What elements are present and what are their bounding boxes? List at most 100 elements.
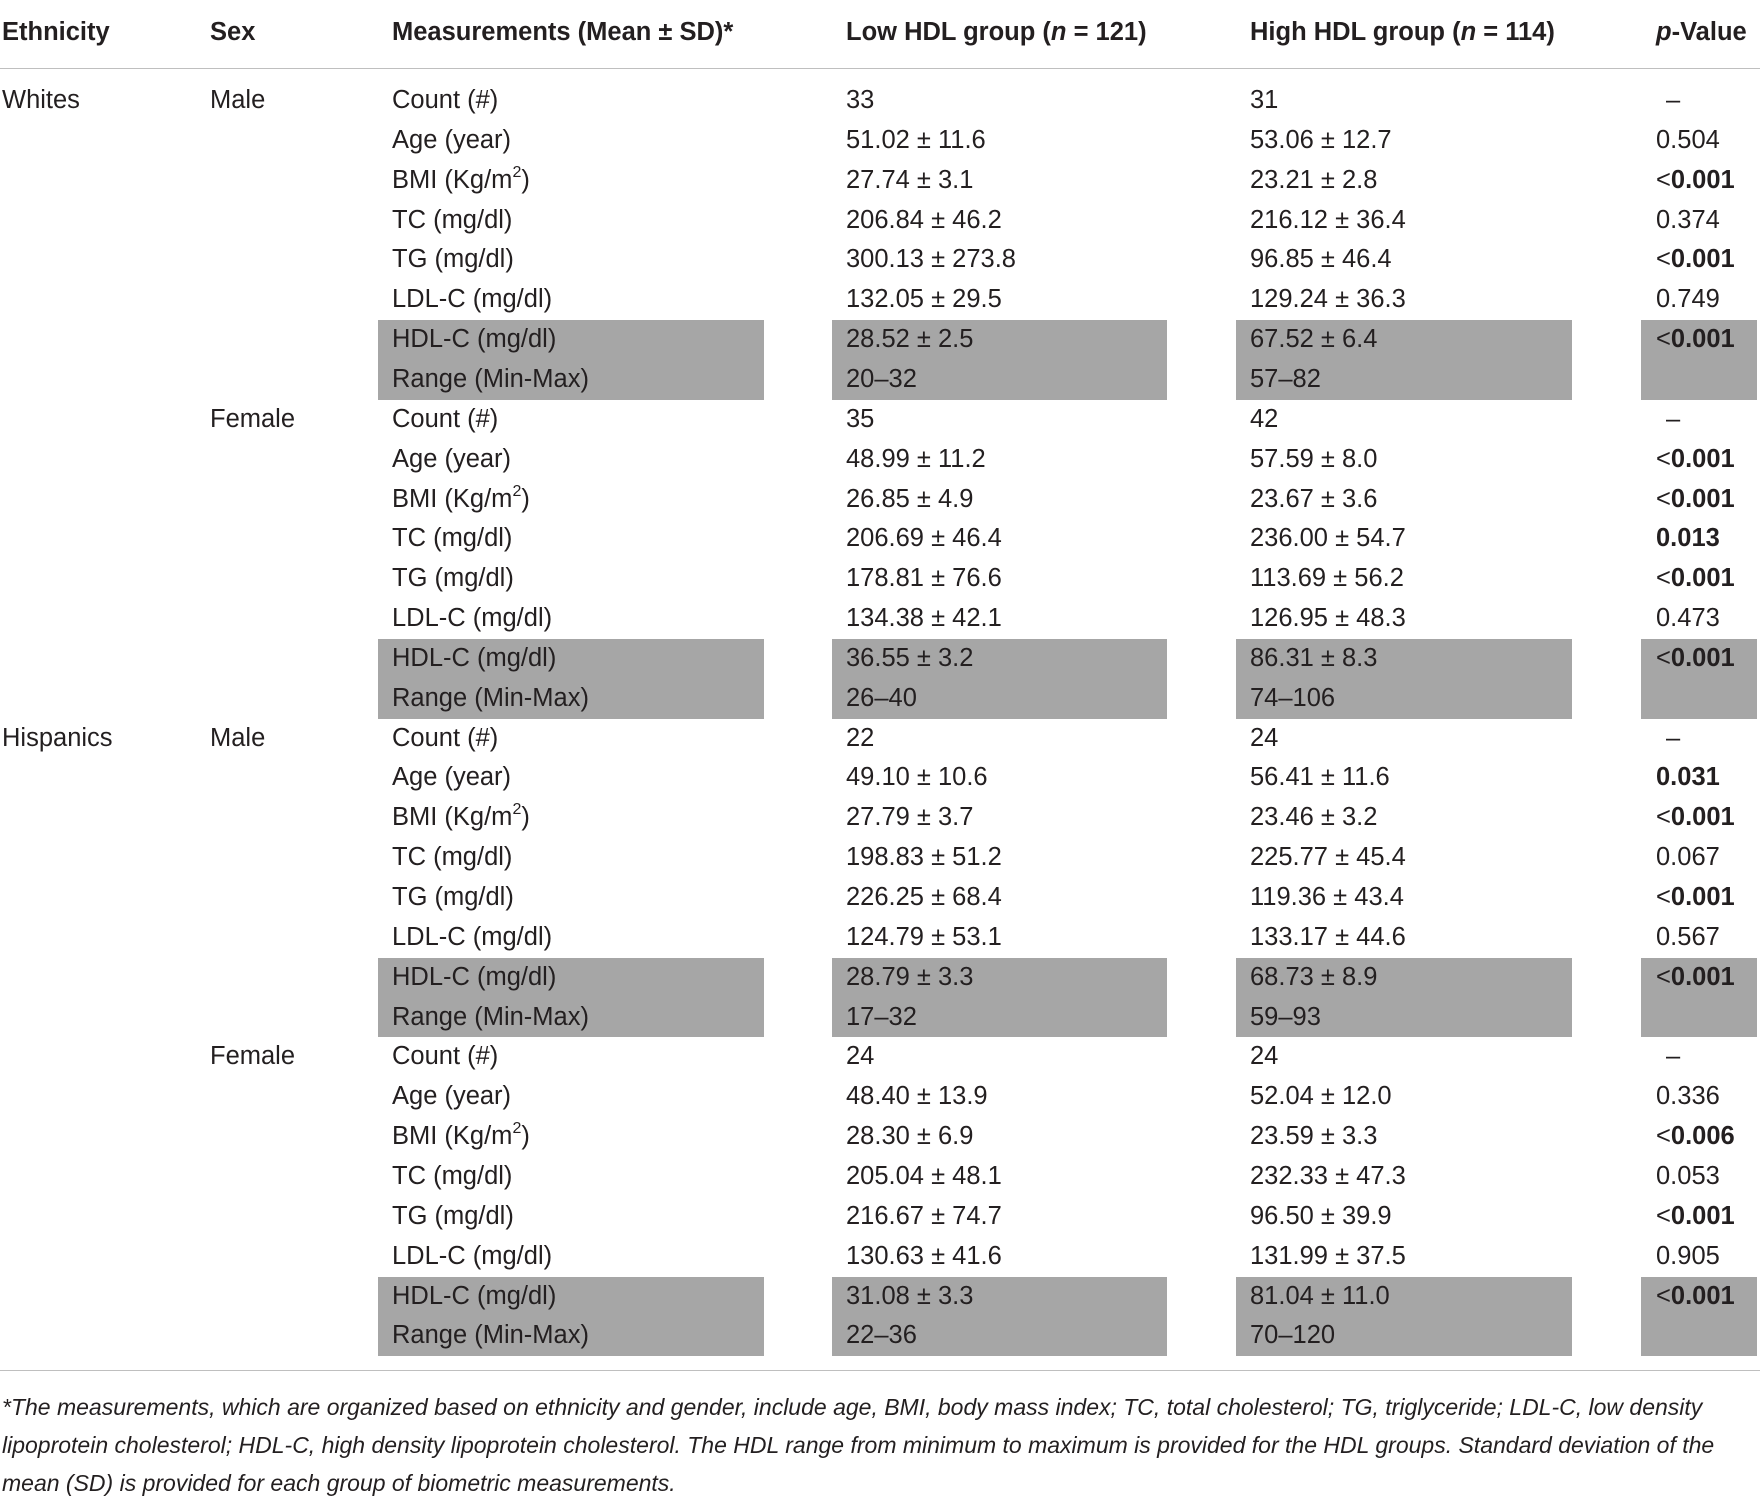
- high-hdl-value: 236.00 ± 54.7: [1250, 524, 1406, 553]
- measurement-label: HDL-C (mg/dl): [392, 962, 557, 991]
- p-value: <0.001: [1656, 165, 1735, 194]
- measurement-label: LDL-C (mg/dl): [392, 922, 553, 951]
- measurement-label: Count (#): [392, 1042, 499, 1071]
- header-p-value: p-Value: [1656, 18, 1747, 46]
- p-value: <0.001: [1656, 564, 1735, 593]
- p-value: <0.001: [1656, 883, 1735, 911]
- measurement-label: TG (mg/dl): [392, 564, 514, 593]
- measurement-label: TG (mg/dl): [392, 245, 514, 274]
- measurement-label: Range (Min-Max): [392, 683, 589, 712]
- low-hdl-value: 130.63 ± 41.6: [846, 1241, 1002, 1270]
- high-hdl-value: 57.59 ± 8.0: [1250, 444, 1378, 473]
- low-hdl-value: 124.79 ± 53.1: [846, 922, 1002, 951]
- hdl-shade-block: [832, 320, 1167, 400]
- high-hdl-value: 225.77 ± 45.4: [1250, 843, 1406, 872]
- measurement-label: Age (year): [392, 444, 512, 473]
- low-hdl-value: 206.84 ± 46.2: [846, 205, 1002, 234]
- high-hdl-value: 23.46 ± 3.2: [1250, 803, 1378, 832]
- high-hdl-value: 68.73 ± 8.9: [1250, 962, 1378, 991]
- p-value: 0.567: [1656, 922, 1720, 951]
- measurement-label: Count (#): [392, 723, 499, 752]
- low-hdl-value: 134.38 ± 42.1: [846, 604, 1002, 633]
- low-hdl-value: 36.55 ± 3.2: [846, 643, 974, 672]
- hdl-shade-block: [378, 320, 764, 400]
- high-hdl-value: 53.06 ± 12.7: [1250, 125, 1392, 154]
- p-value: 0.031: [1656, 763, 1720, 792]
- high-hdl-value: 57–82: [1250, 364, 1321, 393]
- low-hdl-value: 27.74 ± 3.1: [846, 165, 974, 194]
- measurement-label: BMI (Kg/m2): [392, 482, 530, 513]
- high-hdl-value: 113.69 ± 56.2: [1250, 564, 1404, 593]
- low-hdl-value: 26–40: [846, 683, 917, 712]
- hdl-shade-block: [832, 957, 1167, 1038]
- measurement-label: Range (Min-Max): [392, 1002, 589, 1031]
- low-hdl-value: 26.85 ± 4.9: [846, 484, 974, 513]
- measurement-label: LDL-C (mg/dl): [392, 285, 553, 314]
- high-hdl-value: 23.67 ± 3.6: [1250, 484, 1378, 513]
- measurement-label: Age (year): [392, 1082, 512, 1111]
- p-value: <0.001: [1656, 962, 1735, 991]
- measurement-label: HDL-C (mg/dl): [392, 325, 557, 354]
- low-hdl-value: 49.10 ± 10.6: [846, 763, 988, 792]
- high-hdl-value: 24: [1250, 723, 1279, 752]
- p-value: <0.001: [1656, 643, 1735, 672]
- p-value: <0.001: [1656, 444, 1735, 473]
- hdl-shade-block: [1641, 638, 1757, 719]
- measurement-label: Range (Min-Max): [392, 364, 589, 393]
- measurement-label: Range (Min-Max): [392, 1321, 589, 1350]
- low-hdl-value: 216.67 ± 74.7: [846, 1201, 1002, 1230]
- low-hdl-value: 48.99 ± 11.2: [846, 444, 986, 473]
- low-hdl-value: 28.30 ± 6.9: [846, 1122, 974, 1151]
- high-hdl-value: 96.50 ± 39.9: [1250, 1201, 1392, 1230]
- low-hdl-value: 198.83 ± 51.2: [846, 843, 1002, 872]
- header-rule: [0, 68, 1760, 69]
- hdl-shade-block: [378, 957, 764, 1038]
- sex-label: Male: [210, 723, 266, 752]
- high-hdl-value: 216.12 ± 36.4: [1250, 205, 1406, 234]
- header-low-hdl: Low HDL group (n = 121): [846, 18, 1147, 46]
- measurement-label: HDL-C (mg/dl): [392, 643, 557, 672]
- high-hdl-value: 133.17 ± 44.6: [1250, 922, 1406, 951]
- p-value: <0.001: [1656, 1201, 1735, 1230]
- low-hdl-value: 132.05 ± 29.5: [846, 285, 1002, 314]
- measurement-label: TG (mg/dl): [392, 883, 514, 911]
- high-hdl-value: 67.52 ± 6.4: [1250, 325, 1378, 354]
- measurement-label: TC (mg/dl): [392, 205, 513, 234]
- high-hdl-value: 129.24 ± 36.3: [1250, 285, 1406, 314]
- p-value: 0.905: [1656, 1241, 1720, 1270]
- p-value: <0.001: [1656, 803, 1735, 832]
- low-hdl-value: 51.02 ± 11.6: [846, 125, 986, 154]
- measurement-label: BMI (Kg/m2): [392, 1120, 530, 1151]
- high-hdl-value: 81.04 ± 11.0: [1250, 1281, 1390, 1310]
- p-value: <0.001: [1656, 484, 1735, 513]
- bottom-rule: [0, 1370, 1760, 1371]
- measurement-label: TC (mg/dl): [392, 524, 513, 553]
- high-hdl-value: 119.36 ± 43.4: [1250, 883, 1404, 911]
- header-measurements: Measurements (Mean ± SD)*: [392, 18, 734, 46]
- hdl-shade-block: [1641, 320, 1757, 400]
- sex-label: Female: [210, 1042, 296, 1071]
- low-hdl-value: 33: [846, 86, 875, 114]
- ethnicity-label: Whites: [2, 86, 80, 114]
- high-hdl-value: 23.59 ± 3.3: [1250, 1122, 1378, 1151]
- header-sex: Sex: [210, 18, 256, 46]
- low-hdl-value: 31.08 ± 3.3: [846, 1281, 974, 1310]
- low-hdl-value: 20–32: [846, 364, 917, 393]
- table-footnote: *The measurements, which are organized b…: [2, 1394, 1715, 1496]
- header-high-hdl: High HDL group (n = 114): [1250, 18, 1555, 46]
- p-value: 0.067: [1656, 843, 1720, 872]
- low-hdl-value: 22: [846, 723, 875, 752]
- high-hdl-value: 74–106: [1250, 683, 1336, 712]
- high-hdl-value: 232.33 ± 47.3: [1250, 1161, 1406, 1190]
- measurement-label: HDL-C (mg/dl): [392, 1281, 557, 1310]
- high-hdl-value: 56.41 ± 11.6: [1250, 763, 1390, 792]
- sex-label: Female: [210, 404, 296, 433]
- high-hdl-value: 24: [1250, 1042, 1279, 1071]
- hdl-shade-block: [1641, 1276, 1757, 1357]
- hdl-shade-block: [1641, 957, 1757, 1038]
- measurement-label: TC (mg/dl): [392, 843, 513, 872]
- low-hdl-value: 178.81 ± 76.6: [846, 564, 1002, 593]
- sex-label: Male: [210, 86, 266, 114]
- hdl-shade-block: [378, 638, 764, 719]
